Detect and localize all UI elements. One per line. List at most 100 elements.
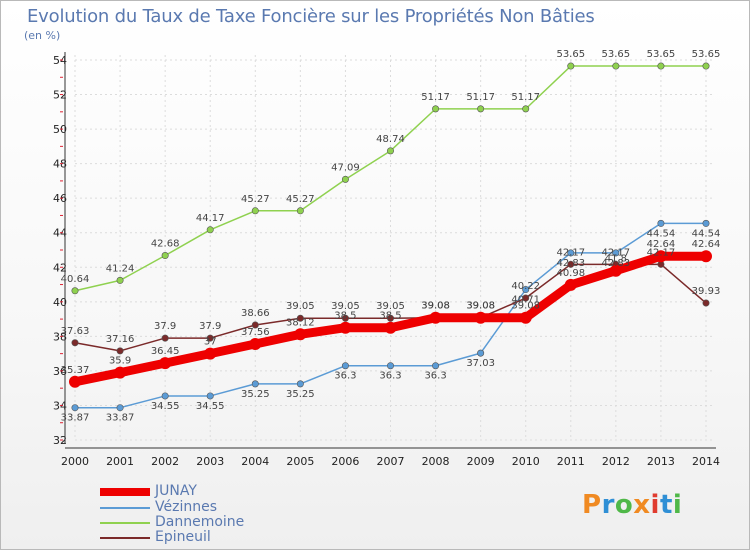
data-point	[477, 349, 485, 357]
data-point	[116, 404, 124, 412]
data-point	[116, 276, 124, 284]
data-point	[341, 362, 349, 370]
data-label: 37	[204, 337, 217, 348]
data-point	[612, 62, 620, 70]
data-point	[71, 339, 79, 347]
data-point	[702, 62, 710, 70]
data-label: 38.12	[286, 317, 315, 328]
data-point	[206, 334, 214, 342]
grid	[74, 55, 712, 441]
x-tick-label: 2014	[692, 455, 720, 468]
legend-swatch-vezinnes	[100, 507, 150, 509]
logo-letter: r	[601, 490, 615, 520]
x-tick-label: 2002	[151, 455, 179, 468]
data-point	[657, 219, 665, 227]
data-point	[116, 347, 124, 355]
data-point	[341, 314, 349, 322]
logo-letter: t	[659, 490, 673, 520]
x-tick-label: 2001	[106, 455, 134, 468]
data-point	[657, 62, 665, 70]
data-label: 40.98	[556, 268, 585, 279]
data-label: 34.55	[196, 401, 225, 412]
data-point	[609, 264, 622, 277]
data-point	[384, 321, 397, 334]
x-tick-label: 2013	[647, 455, 675, 468]
data-point	[114, 366, 127, 379]
legend-label-dannemoine: Dannemoine	[155, 514, 245, 530]
data-label: 42.64	[647, 239, 676, 250]
legend-label-epineuil: Epineuil	[155, 529, 211, 545]
data-label: 51.17	[511, 92, 540, 103]
logo-letter: P	[582, 490, 602, 520]
x-tick-label: 2011	[557, 455, 585, 468]
data-label: 39.93	[692, 286, 721, 297]
data-label: 42.64	[692, 239, 721, 250]
data-label: 42.83	[602, 258, 631, 269]
x-tick-label: 2006	[331, 455, 359, 468]
data-labels: 40.64 41.24 42.68 44.17 45.27 45.27 47.09 48.74…	[61, 49, 721, 424]
legend-swatch-epineuil	[100, 537, 150, 539]
data-label: 44.17	[196, 213, 225, 224]
legend-swatch-dannemoine	[100, 522, 150, 524]
data-label: 35.25	[286, 389, 315, 400]
data-label: 53.65	[692, 49, 721, 60]
data-label: 38.5	[379, 311, 401, 322]
data-label: 39.08	[511, 301, 540, 312]
x-tick-label: 2008	[422, 455, 450, 468]
data-point	[612, 249, 620, 257]
data-point	[159, 357, 172, 370]
legend-item-junay: JUNAY	[100, 483, 360, 499]
data-label: 51.17	[466, 92, 495, 103]
data-point	[206, 226, 214, 234]
data-label: 33.87	[106, 413, 135, 424]
data-point	[71, 287, 79, 295]
data-point	[249, 337, 262, 350]
data-point	[477, 105, 485, 113]
data-point	[700, 250, 712, 263]
legend-item-dannemoine: Dannemoine	[100, 514, 360, 530]
data-label: 39.05	[331, 301, 360, 312]
data-label: 48.74	[376, 134, 405, 145]
data-label: 42.83	[556, 258, 585, 269]
data-label: 35.9	[109, 356, 131, 367]
data-point	[251, 321, 259, 329]
data-point	[522, 294, 530, 302]
data-label: 39.08	[466, 301, 495, 312]
data-label: 37.03	[466, 358, 495, 369]
data-point	[251, 207, 259, 215]
data-point	[522, 286, 530, 294]
legend-label-vezinnes: Vézinnes	[155, 499, 217, 515]
data-label: 42.68	[151, 239, 180, 250]
data-point	[296, 380, 304, 388]
series-group	[69, 62, 712, 412]
x-tick-label: 2007	[377, 455, 405, 468]
data-point	[432, 105, 440, 113]
legend-label-junay: JUNAY	[155, 483, 197, 499]
data-point	[339, 321, 352, 334]
data-label: 45.27	[286, 194, 315, 205]
data-point	[522, 105, 530, 113]
data-label: 37.16	[106, 334, 135, 345]
data-point	[429, 311, 442, 324]
data-label: 38.5	[334, 311, 356, 322]
legend-item-epineuil: Epineuil	[100, 529, 360, 545]
proxiti-logo: Proxiti	[582, 490, 682, 520]
data-label: 36.3	[424, 371, 446, 382]
data-label: 37.56	[241, 327, 270, 338]
data-point	[432, 362, 440, 370]
data-label: 33.87	[61, 413, 90, 424]
data-label: 39.08	[466, 301, 495, 312]
legend-swatch-junay	[100, 488, 150, 496]
data-label: 45.27	[241, 194, 270, 205]
logo-letter: i	[672, 490, 683, 520]
data-label: 44.54	[692, 228, 721, 239]
data-label: 39.05	[376, 301, 405, 312]
data-label: 35.37	[61, 365, 90, 376]
data-point	[161, 392, 169, 400]
data-point	[204, 347, 217, 360]
data-label: 41.24	[106, 263, 135, 274]
x-tick-label: 2012	[602, 455, 630, 468]
data-point	[161, 334, 169, 342]
